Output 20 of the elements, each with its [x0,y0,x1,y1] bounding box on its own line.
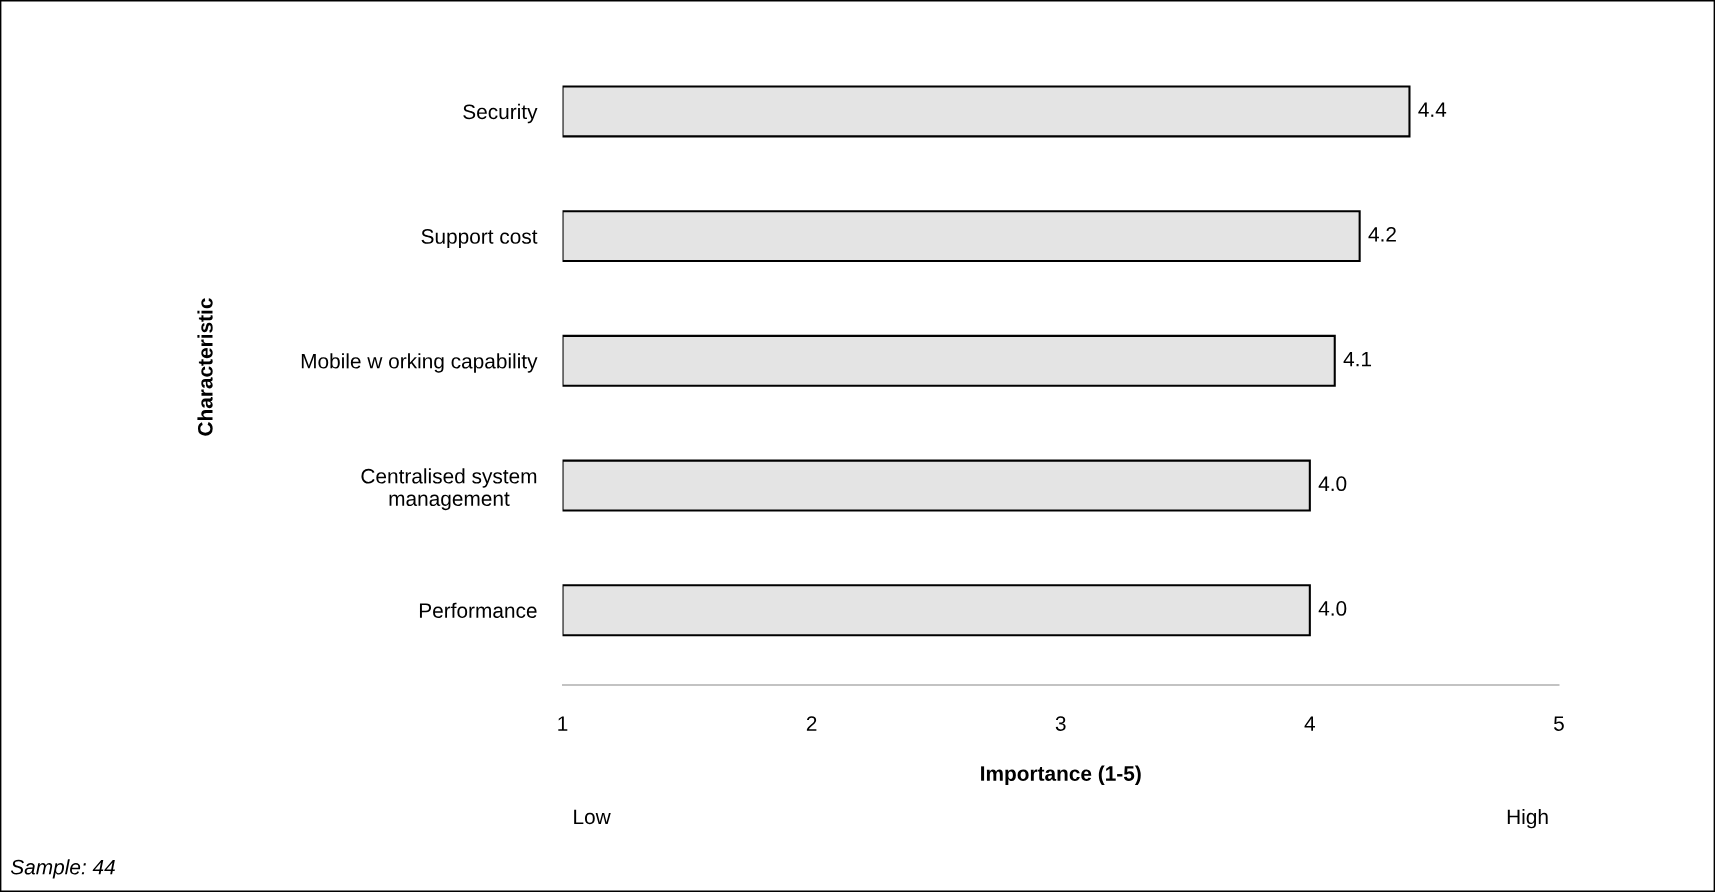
x-tick-label: 2 [806,716,817,731]
y-tick-label: Centralised system management [361,468,537,511]
y-tick-label: Security [463,103,538,124]
x-axis-title: Importance (1-5) [981,765,1141,786]
text: High [1507,808,1548,829]
y-tick-label: Performance [419,602,537,618]
y-tick-label: Mobile w orking capability [301,353,538,373]
data-label: 4.4 [1418,102,1447,117]
text: Sample: 44 [10,859,115,879]
y-axis-title: Characteristic [197,298,213,436]
x-tick-label: 3 [1055,716,1066,731]
x-tick-label: 1 [558,716,568,731]
y-tick-label: Support cost [421,229,538,248]
data-label: 4.0 [1318,601,1347,616]
data-label: 4.2 [1368,226,1396,242]
data-label: 4.1 [1343,351,1372,367]
data-label: 4.0 [1318,476,1347,492]
text: Low [574,809,611,825]
x-tick-label: 5 [1553,716,1564,731]
x-tick-label: 4 [1304,716,1316,731]
